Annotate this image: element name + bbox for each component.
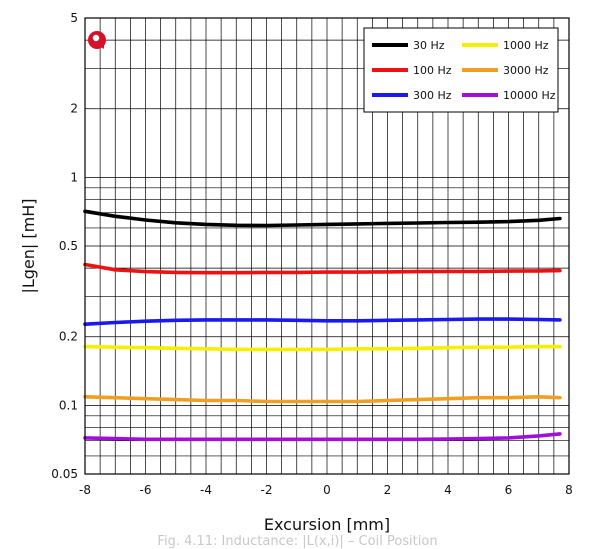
y-tick-label: 0.2 bbox=[59, 330, 78, 344]
y-tick-label: 0.5 bbox=[59, 239, 78, 253]
y-tick-label: 0.1 bbox=[59, 398, 78, 412]
y-tick-label: 2 bbox=[70, 102, 78, 116]
x-tick-label: -2 bbox=[261, 483, 273, 497]
series-lines bbox=[83, 209, 562, 442]
series-line-100-hz bbox=[83, 262, 562, 275]
logo-icon bbox=[88, 31, 106, 49]
tick-labels: -8 -6 -4 -2 0 2 4 6 8 0.05 0.1 0.2 0.5 1 2 5 bbox=[51, 11, 573, 497]
x-tick-label: -4 bbox=[200, 483, 212, 497]
y-tick-label: 1 bbox=[70, 170, 78, 184]
legend-label: 10000 Hz bbox=[503, 89, 556, 102]
x-axis-label: Excursion [mm] bbox=[264, 515, 390, 534]
x-tick-label: -8 bbox=[79, 483, 91, 497]
plot-frame bbox=[84, 17, 570, 475]
x-tick-label: 8 bbox=[565, 483, 573, 497]
legend-label: 3000 Hz bbox=[503, 64, 549, 77]
legend-label: 1000 Hz bbox=[503, 39, 549, 52]
legend: 30 Hz 100 Hz 300 Hz 1000 Hz 3000 Hz 10000 Hz bbox=[363, 27, 559, 113]
series-line-3000-hz bbox=[83, 394, 562, 404]
figure-caption: Fig. 4.11: Inductance: |L(x,i)| – Coil P… bbox=[157, 534, 438, 549]
x-tick-label: 0 bbox=[323, 483, 331, 497]
y-tick-label: 0.05 bbox=[51, 467, 78, 481]
x-tick-label: 2 bbox=[384, 483, 392, 497]
series-line-10000-hz bbox=[83, 432, 562, 442]
legend-label: 100 Hz bbox=[413, 64, 452, 77]
legend-label: 30 Hz bbox=[413, 39, 445, 52]
legend-label: 300 Hz bbox=[413, 89, 452, 102]
x-tick-label: -6 bbox=[140, 483, 152, 497]
series-line-300-hz bbox=[83, 317, 562, 327]
y-tick-label: 5 bbox=[70, 11, 78, 25]
x-tick-label: 6 bbox=[505, 483, 513, 497]
x-tick-label: 4 bbox=[444, 483, 452, 497]
y-axis-label: |Lgen| [mH] bbox=[19, 198, 38, 293]
series-line-30-hz bbox=[83, 209, 562, 228]
series-line-1000-hz bbox=[83, 344, 562, 352]
